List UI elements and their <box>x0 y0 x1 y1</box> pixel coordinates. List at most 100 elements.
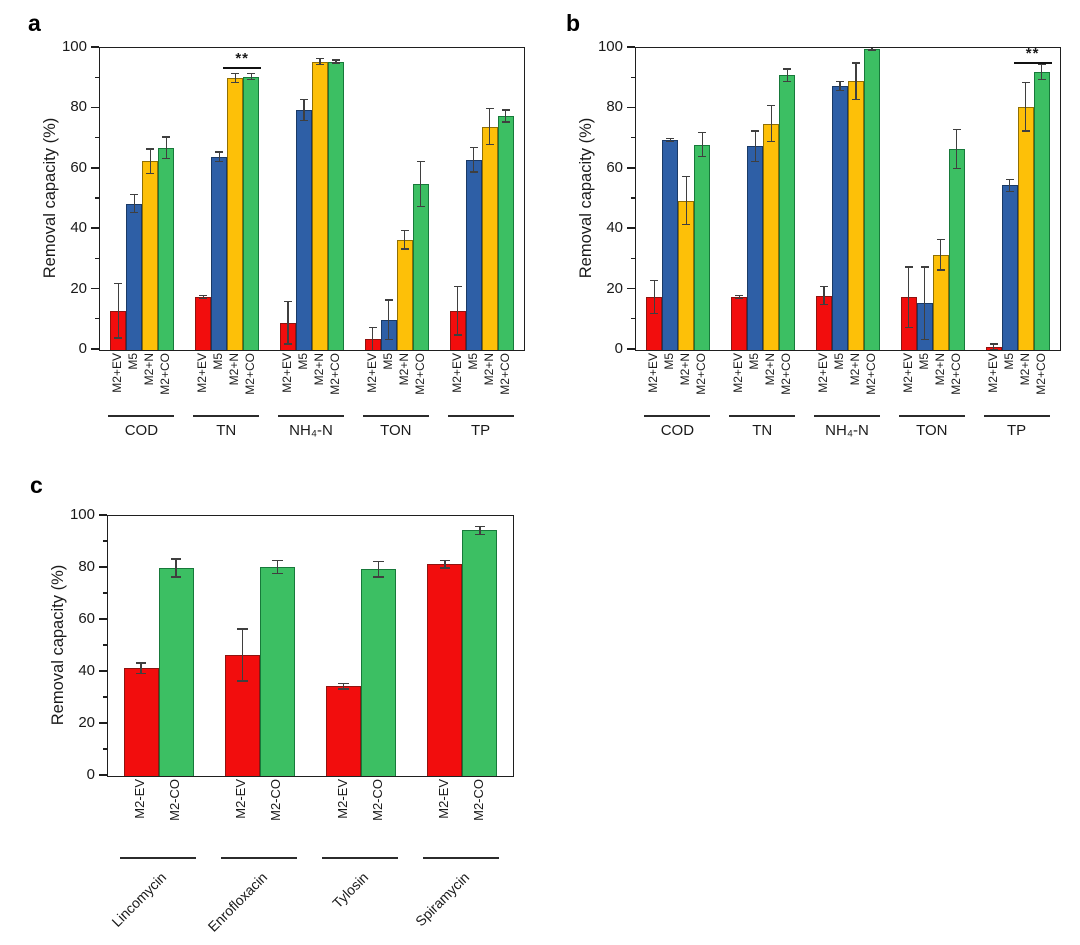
error-cap <box>453 334 462 336</box>
error-bar-M2+CO-TON <box>420 161 422 207</box>
error-cap <box>231 82 240 84</box>
y-axis-title: Removal capacity (%) <box>49 564 67 726</box>
error-bar-M2-CO-Lincomycin <box>175 558 177 578</box>
y-axis-minor-tick <box>103 748 107 750</box>
bar-label-M5: M5 <box>211 353 226 370</box>
panel-label-b: b <box>566 10 581 36</box>
group-bracket <box>447 415 514 417</box>
bar-M2+N-TP <box>1017 106 1034 350</box>
error-cap <box>453 285 462 288</box>
y-axis-tick-label: 0 <box>78 340 87 357</box>
error-cap <box>284 300 292 303</box>
y-axis-major-tick <box>99 722 107 724</box>
error-cap <box>666 137 675 140</box>
error-bar-M5-TON <box>388 300 390 340</box>
bar-M5-COD <box>126 203 143 350</box>
bar-label-M2-CO: M2-CO <box>470 779 486 821</box>
y-axis-minor-tick <box>95 197 99 199</box>
error-cap <box>272 559 283 561</box>
y-axis-tick-label: 80 <box>78 558 95 575</box>
error-cap <box>904 266 913 268</box>
error-cap <box>215 151 224 153</box>
error-bar-M2+N-TP <box>488 108 491 145</box>
bar-label-M5: M5 <box>747 353 762 370</box>
y-axis-major-tick <box>627 227 635 229</box>
error-cap <box>920 338 929 341</box>
error-cap <box>936 239 945 241</box>
error-cap <box>1005 178 1014 181</box>
y-axis-major-tick <box>627 167 635 169</box>
error-cap <box>135 662 147 664</box>
error-cap <box>989 349 998 350</box>
error-cap <box>368 326 377 329</box>
group-bracket <box>119 857 196 859</box>
y-axis-minor-tick <box>95 136 99 139</box>
y-axis-tick-label: 80 <box>70 98 87 116</box>
group-bracket <box>193 415 260 417</box>
error-cap <box>384 338 393 341</box>
error-cap <box>650 279 659 282</box>
error-bar-M2+CO-NH₄-N <box>871 48 873 50</box>
error-cap <box>501 109 510 111</box>
error-cap <box>130 193 139 196</box>
y-axis-minor-tick <box>103 592 107 594</box>
bar-M5-TN <box>211 156 228 350</box>
error-bar-M2+EV-NH₄-N <box>287 301 289 344</box>
bar-M2-EV-Tylosin <box>326 686 362 776</box>
bar-label-M5: M5 <box>1001 353 1016 370</box>
y-axis-minor-tick <box>631 257 635 260</box>
significance-line <box>1013 62 1052 65</box>
error-cap <box>751 160 760 162</box>
error-cap <box>416 160 425 162</box>
error-cap <box>300 119 308 122</box>
y-axis-title: Removal capacity (%) <box>577 117 595 279</box>
group-label-NH₄-N: NH₄-N <box>825 422 869 439</box>
error-bar-M2+N-NH₄-N <box>855 63 857 100</box>
bar-label-M2-EV: M2-EV <box>233 779 249 819</box>
error-cap <box>836 89 844 91</box>
bar-label-M5: M5 <box>465 353 480 370</box>
y-axis-minor-tick <box>631 136 635 139</box>
error-cap <box>416 205 425 208</box>
y-axis-tick-label: 60 <box>78 610 95 627</box>
error-cap <box>247 72 256 75</box>
error-cap <box>316 63 324 66</box>
error-cap <box>215 160 224 162</box>
chart-a: Removal capacity (%) 0 20 40 60 80 100 M2+EV M5 M… <box>41 38 525 439</box>
error-cap <box>332 62 340 64</box>
bar-M2+EV-TN <box>731 297 748 350</box>
error-cap <box>783 80 792 82</box>
y-axis-minor-tick <box>95 257 99 260</box>
error-bar-M2+N-TN <box>770 105 772 142</box>
bar-label-M2+EV: M2+EV <box>816 353 830 393</box>
error-cap <box>338 683 349 685</box>
significance-stars: ** <box>1025 45 1040 63</box>
y-axis-major-tick <box>627 287 635 290</box>
y-axis-tick-label: 40 <box>78 662 95 679</box>
bar-label-M2+N: M2+N <box>481 353 496 386</box>
error-cap <box>767 104 776 107</box>
bar-M2+N-NH₄-N <box>312 61 328 350</box>
bar-label-M2+EV: M2+EV <box>110 353 125 393</box>
error-cap <box>666 140 675 143</box>
group-bracket <box>362 415 429 417</box>
y-axis-minor-tick <box>103 644 107 646</box>
y-axis-minor-tick <box>631 197 635 199</box>
error-cap <box>1005 190 1014 193</box>
bar-M2+N-TN <box>763 123 780 350</box>
bar-label-M5: M5 <box>296 353 310 370</box>
error-cap <box>1037 63 1046 66</box>
error-bar-M5-TP <box>1008 179 1011 192</box>
bar-label-M5: M5 <box>380 353 395 370</box>
error-cap <box>114 337 123 339</box>
bar-M5-TP <box>465 159 482 350</box>
y-axis-tick-label: 100 <box>69 506 95 523</box>
bar-M2+CO-TN <box>779 75 796 350</box>
error-cap <box>384 299 393 301</box>
bar-label-M2+CO: M2+CO <box>864 353 878 395</box>
error-cap <box>237 680 248 682</box>
bar-label-M2-CO: M2-CO <box>369 779 385 821</box>
y-axis-tick-label: 80 <box>606 98 623 116</box>
error-cap <box>170 576 182 578</box>
error-bar-M2+EV-TN <box>738 295 740 299</box>
